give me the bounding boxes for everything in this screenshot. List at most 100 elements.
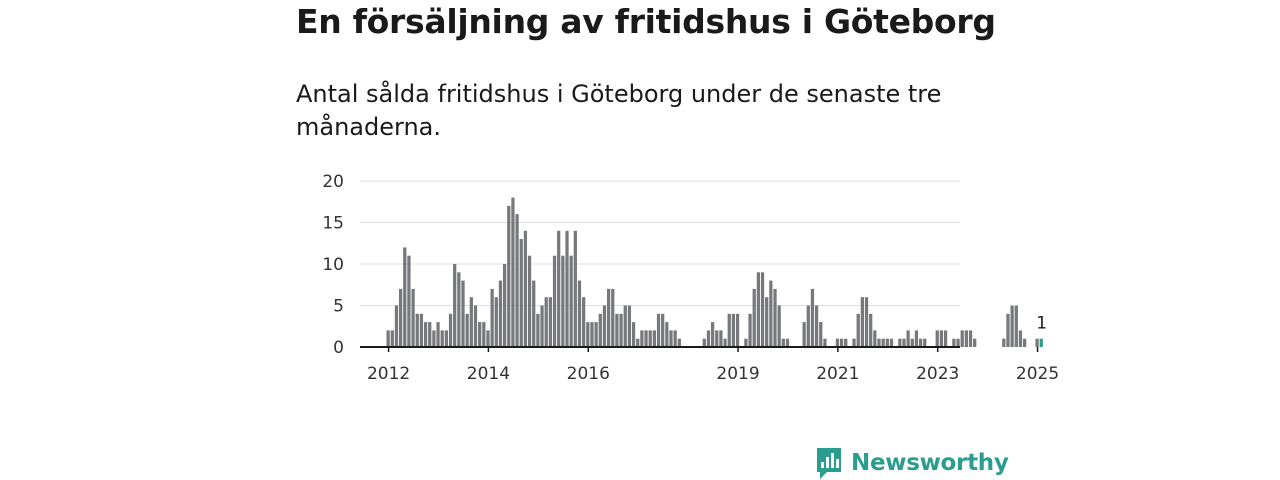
- bar: [523, 230, 528, 347]
- chart-subtitle: Antal sålda fritidshus i Göteborg under …: [296, 80, 942, 141]
- bar: [1022, 338, 1027, 347]
- bar: [615, 313, 619, 347]
- bar: [557, 230, 561, 347]
- bar: [507, 205, 511, 347]
- bar: [640, 330, 644, 347]
- bar: [715, 330, 719, 347]
- bar: [598, 313, 602, 347]
- bar: [552, 255, 557, 347]
- bar: [914, 330, 919, 347]
- bar: [602, 305, 607, 347]
- bar: [636, 338, 640, 347]
- bar: [502, 264, 507, 347]
- bar: [939, 330, 944, 347]
- bar: [956, 338, 960, 347]
- page-title: En försäljning av fritidshus i Göteborg: [296, 2, 996, 41]
- bar: [960, 330, 964, 347]
- bar: [648, 330, 652, 347]
- bar: [423, 322, 428, 347]
- bar: [773, 288, 777, 347]
- bar: [1010, 305, 1014, 347]
- bar: [823, 338, 827, 347]
- bar: [1002, 338, 1006, 347]
- bar: [532, 280, 536, 347]
- bar: [881, 338, 885, 347]
- bar: [428, 322, 432, 347]
- bar: [710, 322, 715, 347]
- bar: [968, 330, 973, 347]
- bar: [864, 297, 869, 347]
- bar: [652, 330, 656, 347]
- bar: [540, 305, 544, 347]
- bar: [390, 330, 394, 347]
- bar: [723, 338, 727, 347]
- newsworthy-logo-icon: [817, 448, 841, 479]
- bar: [627, 305, 632, 347]
- bar: [606, 288, 611, 347]
- x-tick-label: 2016: [567, 364, 610, 384]
- x-tick-label: 2021: [816, 364, 859, 384]
- bar: [482, 322, 486, 347]
- bar: [656, 313, 661, 347]
- bar: [448, 313, 453, 347]
- bar: [906, 330, 910, 347]
- bar: [436, 322, 440, 347]
- bar: [561, 255, 565, 347]
- bar: [765, 297, 769, 347]
- bar: [515, 214, 519, 347]
- bar: [806, 305, 810, 347]
- bar: [486, 330, 490, 347]
- bar: [519, 239, 523, 347]
- bar: [394, 305, 399, 347]
- bar: [403, 247, 407, 347]
- bar: [756, 272, 760, 347]
- bar: [877, 338, 881, 347]
- bar: [752, 288, 756, 347]
- bar: [744, 338, 748, 347]
- bar: [644, 330, 648, 347]
- bar: [943, 330, 948, 347]
- bar: [1014, 305, 1018, 347]
- bar: [461, 280, 465, 347]
- bar: [769, 280, 773, 347]
- bar: [669, 330, 673, 347]
- brand-logo: Newsworthy: [815, 446, 1009, 480]
- bar: [473, 305, 478, 347]
- bar: [548, 297, 552, 347]
- bar: [490, 288, 494, 347]
- bar: [1006, 313, 1010, 347]
- bar: [802, 322, 806, 347]
- bar: [494, 297, 498, 347]
- bar: [407, 255, 411, 347]
- bar: [398, 288, 403, 347]
- y-tick-label: 5: [333, 297, 344, 317]
- bar: [935, 330, 939, 347]
- bar: [731, 313, 736, 347]
- bar: [1018, 330, 1023, 347]
- bar: [819, 322, 823, 347]
- bar: [923, 338, 927, 347]
- bar: [432, 330, 436, 347]
- bar: [702, 338, 706, 347]
- bar: [590, 322, 594, 347]
- bar: [573, 230, 577, 347]
- bar: [415, 313, 419, 347]
- bar: [777, 305, 781, 347]
- y-tick-label: 10: [322, 255, 344, 275]
- bar: [902, 338, 906, 347]
- bar: [856, 313, 860, 347]
- bar: [673, 330, 677, 347]
- bar: [469, 297, 473, 347]
- bar: [760, 272, 765, 347]
- bar: [973, 338, 977, 347]
- bar: [544, 297, 548, 347]
- bar: [582, 297, 586, 347]
- highlight-bar: [1039, 338, 1043, 347]
- bar: [586, 322, 590, 347]
- bar: [889, 338, 894, 347]
- y-tick-label: 15: [322, 214, 344, 234]
- bar: [661, 313, 665, 347]
- bar: [386, 330, 390, 347]
- bar: [611, 288, 615, 347]
- bar: [964, 330, 968, 347]
